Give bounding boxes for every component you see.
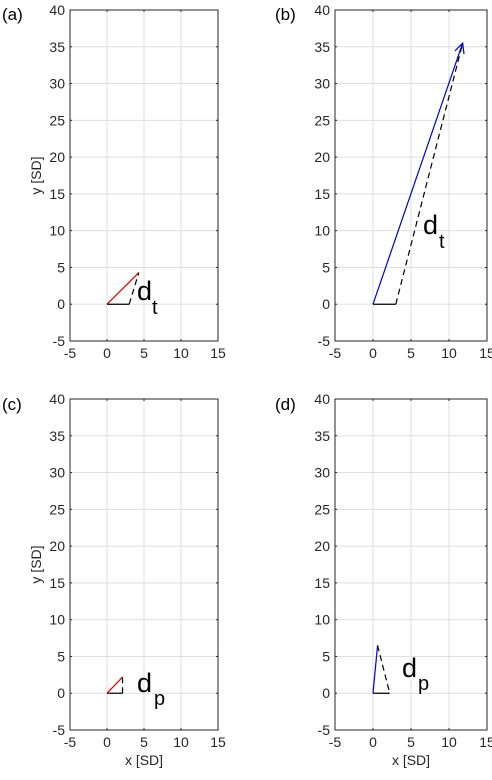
y-tick-label: 35 <box>314 39 330 55</box>
x-axis-label: x [SD] <box>392 752 430 768</box>
distance-annotation-subscript: t <box>152 297 158 319</box>
y-tick-label: 10 <box>314 223 330 239</box>
y-tick-label: 35 <box>49 428 65 444</box>
y-tick-label: 20 <box>49 149 65 165</box>
y-tick-label: 20 <box>314 538 330 554</box>
y-tick-label: -5 <box>53 722 66 738</box>
series-arrowhead <box>454 41 465 55</box>
y-tick-label: 30 <box>314 465 330 481</box>
x-tick-label: -5 <box>64 734 77 750</box>
panel-1: -5 0 5 10 15 -5 0 5 10 15 20 25 30 35 40 (a) y [SD] dt <box>2 2 226 361</box>
y-tick-label: 15 <box>49 186 65 202</box>
panel-label: (a) <box>2 5 23 24</box>
y-tick-label: 25 <box>49 112 65 128</box>
panel-2: -5 0 5 10 15 -5 0 5 10 15 20 25 30 35 40 (b) dt <box>275 2 492 361</box>
axes-box <box>334 398 488 731</box>
y-tick-label: -5 <box>53 333 66 349</box>
y-tick-label: -5 <box>318 333 331 349</box>
distance-annotation-subscript: p <box>154 688 165 710</box>
y-tick-label: 30 <box>49 465 65 481</box>
y-tick-label: 0 <box>322 296 330 312</box>
distance-annotation: d <box>137 668 152 698</box>
y-axis-label: y [SD] <box>28 156 44 194</box>
distance-annotation-subscript: p <box>418 673 429 695</box>
y-tick-label: 35 <box>314 428 330 444</box>
x-axis-label: x [SD] <box>125 752 163 768</box>
x-tick-label: 5 <box>407 345 415 361</box>
x-tick-label: 5 <box>140 345 148 361</box>
y-tick-label: 40 <box>314 391 330 407</box>
y-axis-label: y [SD] <box>28 545 44 583</box>
y-tick-label: 10 <box>49 612 65 628</box>
panel-label: (b) <box>275 5 296 24</box>
x-tick-label: 15 <box>210 734 226 750</box>
x-tick-label: 10 <box>173 734 189 750</box>
series-line-1 <box>106 272 140 305</box>
y-tick-label: 0 <box>57 296 65 312</box>
y-tick-label: 40 <box>49 2 65 18</box>
y-tick-label: 5 <box>57 648 65 664</box>
x-tick-label: -5 <box>329 734 342 750</box>
axes-box <box>69 9 219 342</box>
y-tick-label: -5 <box>318 722 331 738</box>
series-line-1 <box>106 676 123 694</box>
y-tick-label: 25 <box>49 501 65 517</box>
x-tick-label: 15 <box>479 734 492 750</box>
series-line-3 <box>128 272 140 305</box>
distance-annotation: d <box>423 210 438 240</box>
y-tick-label: 0 <box>57 685 65 701</box>
distance-annotation: d <box>402 653 417 683</box>
y-tick-label: 15 <box>49 575 65 591</box>
panel-3: -5 0 5 10 15 -5 0 5 10 15 20 25 30 35 40 (c) y [SD] x [SD… <box>2 391 226 768</box>
distance-annotation: d <box>137 276 152 306</box>
panel-label: (c) <box>2 395 22 414</box>
distance-annotation-subscript: t <box>439 231 445 253</box>
y-tick-label: 30 <box>314 76 330 92</box>
y-tick-label: 5 <box>57 259 65 275</box>
y-tick-label: 10 <box>314 612 330 628</box>
series-line-1 <box>372 645 379 694</box>
x-tick-label: 15 <box>479 345 492 361</box>
axes-box <box>334 9 488 342</box>
y-tick-label: 5 <box>322 648 330 664</box>
y-tick-label: 20 <box>49 538 65 554</box>
x-tick-label: 0 <box>369 345 377 361</box>
y-tick-label: 35 <box>49 39 65 55</box>
y-tick-label: 40 <box>314 2 330 18</box>
panel-4: -5 0 5 10 15 -5 0 5 10 15 20 25 30 35 40 (d) x [SD] dp <box>275 391 492 768</box>
x-tick-label: 0 <box>103 345 111 361</box>
y-tick-label: 15 <box>314 575 330 591</box>
y-tick-label: 5 <box>322 259 330 275</box>
x-tick-label: -5 <box>329 345 342 361</box>
x-tick-label: 10 <box>441 345 457 361</box>
y-tick-label: 30 <box>49 76 65 92</box>
x-tick-label: 15 <box>210 345 226 361</box>
panel-label: (d) <box>275 395 296 414</box>
x-tick-label: 5 <box>140 734 148 750</box>
series-line-3 <box>395 42 464 305</box>
y-tick-label: 0 <box>322 685 330 701</box>
y-tick-label: 25 <box>314 112 330 128</box>
y-tick-label: 40 <box>49 391 65 407</box>
series-line-1 <box>372 42 464 305</box>
x-tick-label: -5 <box>64 345 77 361</box>
y-tick-label: 10 <box>49 223 65 239</box>
x-tick-label: 0 <box>369 734 377 750</box>
x-tick-label: 10 <box>441 734 457 750</box>
y-tick-label: 15 <box>314 186 330 202</box>
x-tick-label: 0 <box>103 734 111 750</box>
x-tick-label: 10 <box>173 345 189 361</box>
y-tick-label: 25 <box>314 501 330 517</box>
x-tick-label: 5 <box>407 734 415 750</box>
y-tick-label: 20 <box>314 149 330 165</box>
axes-box <box>69 398 219 731</box>
series-line-3 <box>376 645 391 694</box>
